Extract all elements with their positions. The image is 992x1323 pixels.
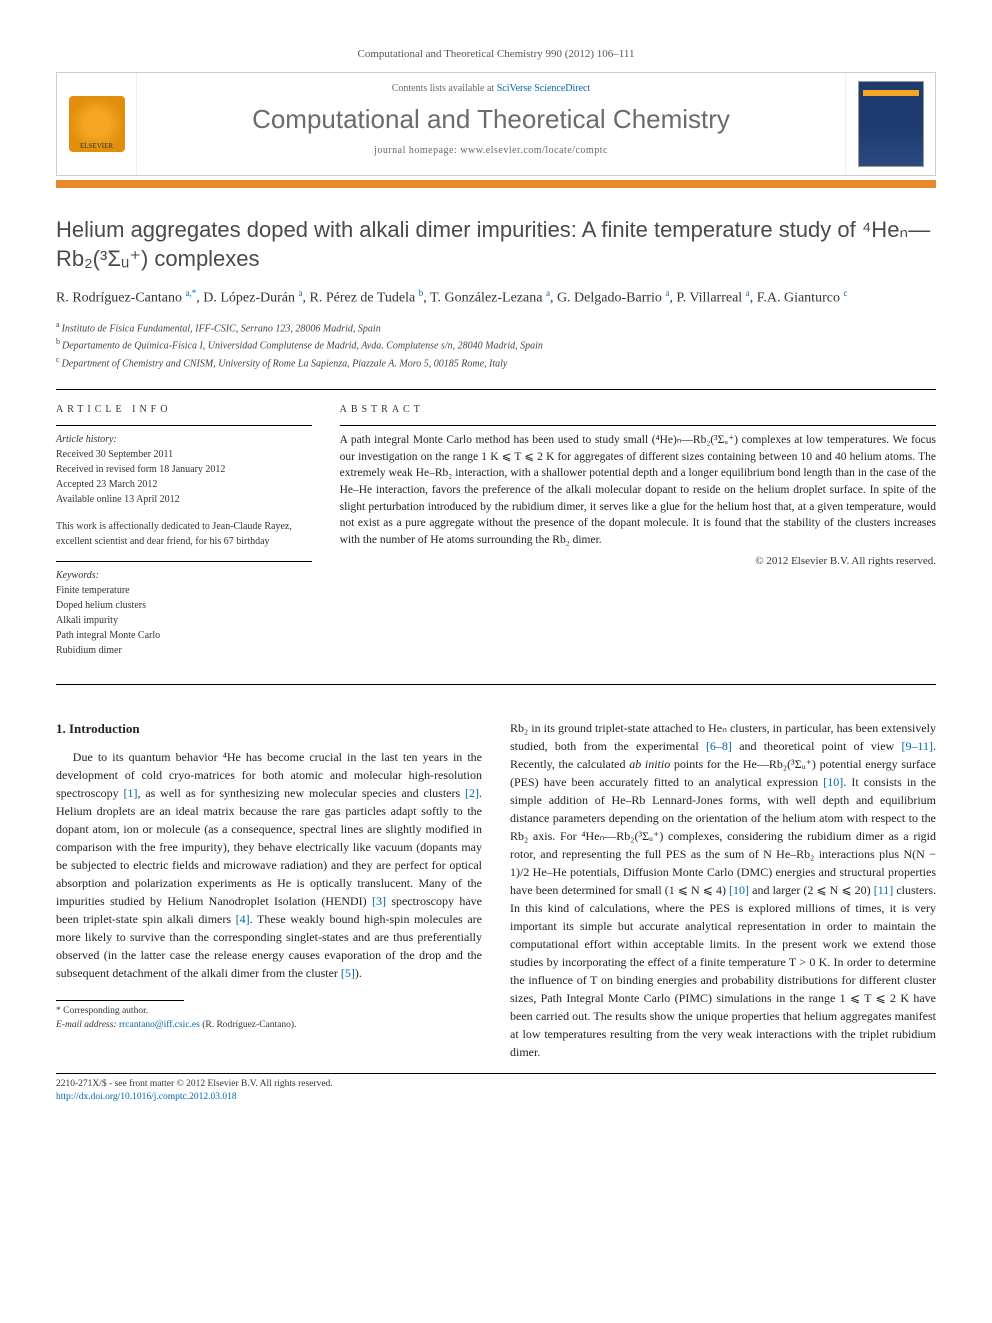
homepage-line: journal homepage: www.elsevier.com/locat… xyxy=(145,145,837,156)
history-line: Received 30 September 2011 xyxy=(56,447,312,462)
body-columns: 1. Introduction Due to its quantum behav… xyxy=(56,719,936,1061)
bottom-rule xyxy=(56,1073,936,1074)
abstract-rule xyxy=(340,425,936,426)
citation-link[interactable]: [11] xyxy=(874,883,894,897)
keyword: Rubidium dimer xyxy=(56,643,312,658)
keywords-label: Keywords: xyxy=(56,568,312,583)
elsevier-logo: ELSEVIER xyxy=(69,96,125,152)
affiliation: aInstituto de Física Fundamental, IFF-CS… xyxy=(56,319,936,336)
sciencedirect-link[interactable]: SciVerse ScienceDirect xyxy=(497,83,591,94)
contents-prefix: Contents lists available at xyxy=(392,83,497,94)
corresponding-email-link[interactable]: rrcantano@iff.csic.es xyxy=(119,1020,200,1030)
header-center: Contents lists available at SciVerse Sci… xyxy=(137,73,845,175)
keywords-block: Keywords: Finite temperature Doped heliu… xyxy=(56,568,312,658)
citation-link[interactable]: [9–11] xyxy=(901,739,933,753)
abstract-label: ABSTRACT xyxy=(340,404,936,415)
top-rule xyxy=(56,389,936,390)
article-info-label: ARTICLE INFO xyxy=(56,404,312,415)
section-heading-intro: 1. Introduction xyxy=(56,719,482,739)
journal-cover-thumb xyxy=(858,81,924,167)
homepage-url[interactable]: www.elsevier.com/locate/comptc xyxy=(460,145,608,156)
affiliation: cDepartment of Chemistry and CNISM, Univ… xyxy=(56,354,936,371)
keyword: Finite temperature xyxy=(56,583,312,598)
mid-rule xyxy=(56,684,936,685)
history-label: Article history: xyxy=(56,432,312,447)
email-name: (R. Rodríguez-Cantano). xyxy=(202,1020,296,1030)
citation-link[interactable]: [1] xyxy=(124,786,138,800)
history-line: Received in revised form 18 January 2012 xyxy=(56,462,312,477)
homepage-prefix: journal homepage: xyxy=(374,145,460,156)
info-rule-1 xyxy=(56,425,312,426)
keyword: Path integral Monte Carlo xyxy=(56,628,312,643)
abstract-text: A path integral Monte Carlo method has b… xyxy=(340,432,936,549)
email-footnote: E-mail address: rrcantano@iff.csic.es (R… xyxy=(56,1019,482,1032)
citation-link[interactable]: [3] xyxy=(372,894,386,908)
citation-link[interactable]: [10] xyxy=(823,775,843,789)
abstract-column: ABSTRACT A path integral Monte Carlo met… xyxy=(340,404,936,670)
citation-link[interactable]: [2] xyxy=(465,786,479,800)
affiliation-list: aInstituto de Física Fundamental, IFF-CS… xyxy=(56,319,936,371)
doi-line: http://dx.doi.org/10.1016/j.comptc.2012.… xyxy=(56,1091,936,1104)
keyword: Doped helium clusters xyxy=(56,598,312,613)
citation-link[interactable]: [5] xyxy=(341,966,355,980)
cover-cell xyxy=(845,73,935,175)
citation-link[interactable]: [10] xyxy=(729,883,749,897)
email-label: E-mail address: xyxy=(56,1020,117,1030)
keyword: Alkali impurity xyxy=(56,613,312,628)
orange-divider xyxy=(56,180,936,188)
abstract-copyright: © 2012 Elsevier B.V. All rights reserved… xyxy=(340,555,936,567)
history-line: Accepted 23 March 2012 xyxy=(56,477,312,492)
article-info-column: ARTICLE INFO Article history: Received 3… xyxy=(56,404,312,670)
dedication: This work is affectionally dedicated to … xyxy=(56,519,312,549)
contents-line: Contents lists available at SciVerse Sci… xyxy=(145,83,837,94)
corresponding-author-note: * Corresponding author. xyxy=(56,1005,482,1018)
intro-para-2: Rb₂ in its ground triplet-state attached… xyxy=(510,719,936,1061)
journal-name: Computational and Theoretical Chemistry xyxy=(145,104,837,135)
footnote-separator xyxy=(56,1000,184,1001)
info-rule-2 xyxy=(56,561,312,562)
page-root: Computational and Theoretical Chemistry … xyxy=(0,0,992,1144)
affiliation: bDepartamento de Química-Física I, Unive… xyxy=(56,336,936,353)
author-list: R. Rodríguez-Cantano a,*, D. López-Durán… xyxy=(56,287,936,309)
journal-header: ELSEVIER Contents lists available at Sci… xyxy=(56,72,936,176)
citation-link[interactable]: [4] xyxy=(236,912,250,926)
citation-link[interactable]: [6–8] xyxy=(706,739,732,753)
history-line: Available online 13 April 2012 xyxy=(56,492,312,507)
publisher-logo-cell: ELSEVIER xyxy=(57,73,137,175)
journal-reference: Computational and Theoretical Chemistry … xyxy=(56,48,936,60)
intro-para-1: Due to its quantum behavior ⁴He has beco… xyxy=(56,748,482,982)
info-abstract-row: ARTICLE INFO Article history: Received 3… xyxy=(56,404,936,670)
article-title: Helium aggregates doped with alkali dime… xyxy=(56,216,936,273)
doi-link[interactable]: http://dx.doi.org/10.1016/j.comptc.2012.… xyxy=(56,1092,237,1102)
article-history: Article history: Received 30 September 2… xyxy=(56,432,312,507)
front-matter-line: 2210-271X/$ - see front matter © 2012 El… xyxy=(56,1078,936,1091)
